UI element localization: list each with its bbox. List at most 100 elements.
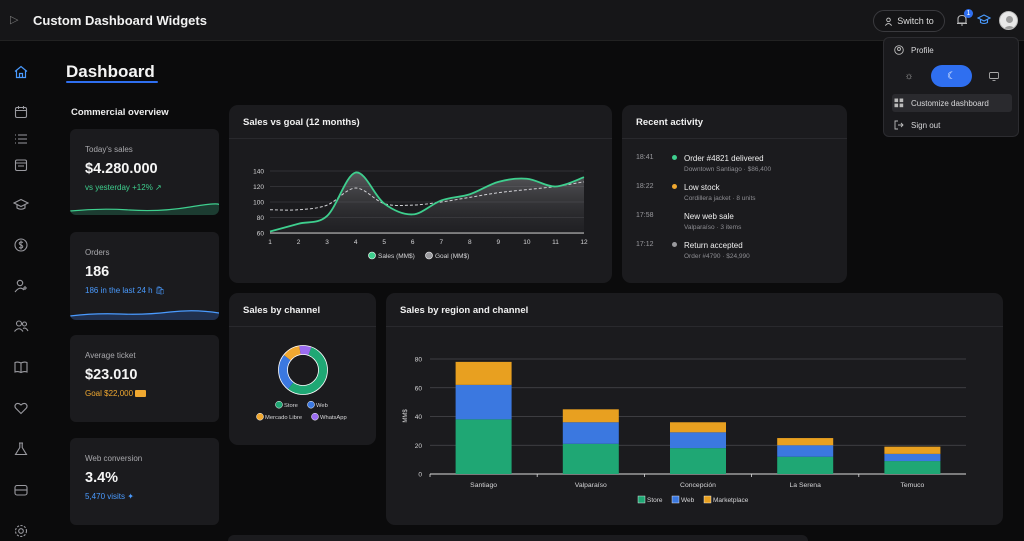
light-theme-button[interactable]: ☼ [892, 65, 926, 87]
system-theme-button[interactable] [978, 65, 1010, 87]
kpi-value: 186 [85, 264, 110, 280]
legend-label: Mercado Libre [265, 415, 302, 421]
bar-segment [455, 361, 512, 385]
ticket-icon [135, 390, 147, 398]
legend-swatch [275, 400, 283, 409]
kpi-card-todays-sales[interactable]: Today's sales $4.280.000 vs yesterday +1… [70, 129, 219, 215]
heart-icon[interactable] [13, 400, 29, 416]
x-tick-label: 1 [268, 239, 272, 246]
sales-by-channel-card: Sales by channel Store Web Mercado Libre Wh… [229, 293, 376, 445]
avatar[interactable] [999, 11, 1018, 30]
home-icon[interactable] [13, 64, 29, 80]
legend-swatch [703, 495, 712, 504]
kpi-label: Average ticket [85, 351, 136, 360]
user-plus-icon[interactable] [13, 278, 29, 294]
bar-segment [455, 384, 512, 420]
graduation-cap-icon[interactable] [977, 14, 991, 26]
archive-icon[interactable] [13, 482, 29, 498]
kpi-card-average-ticket[interactable]: Average ticket $23.010 Goal $22,000 [70, 335, 219, 422]
legend-swatch-goal [425, 251, 433, 260]
legend-swatch-sales [368, 251, 376, 260]
x-tick-label: 7 [439, 239, 443, 246]
sales-area [270, 172, 584, 233]
book-icon[interactable] [13, 359, 29, 375]
theme-switcher: ☼ ☾ [892, 65, 1010, 87]
card-title: Sales vs goal (12 months) [243, 117, 360, 128]
activity-sub: Cordillera jacket · 8 units [684, 195, 756, 202]
kpi-label: Today's sales [85, 145, 133, 154]
list-icon[interactable] [13, 131, 29, 147]
kpi-card-orders[interactable]: Orders 186 186 in the last 24 h 🛍 [70, 232, 219, 320]
bell-icon[interactable] [955, 13, 969, 27]
activity-sub: Order #4790 · $24,990 [684, 253, 750, 260]
y-tick-label: 20 [415, 443, 423, 450]
bar-segment [777, 445, 834, 457]
shopping-bag-icon: 🛍 [154, 286, 165, 295]
switch-to-label: Switch to [897, 16, 934, 26]
users-icon[interactable] [13, 318, 29, 334]
dollar-icon[interactable] [13, 237, 29, 253]
donut-slice [278, 354, 294, 390]
x-tick-label: 6 [411, 239, 415, 246]
activity-status-dot [672, 184, 677, 189]
customize-dashboard-menu-item[interactable]: Customize dashboard [892, 94, 1012, 112]
profile-menu-item[interactable]: Profile [892, 41, 1012, 59]
bar-segment [777, 456, 834, 474]
sun-icon: ☼ [904, 70, 914, 82]
bar-segment [777, 438, 834, 446]
legend-label: Marketplace [713, 497, 749, 504]
x-tick-label: 8 [468, 239, 472, 246]
sales-vs-goal-card: Sales vs goal (12 months) 60 80 100 120 140 1… [229, 105, 612, 283]
bar-segment [884, 446, 941, 454]
kpi-card-web-conversion[interactable]: Web conversion 3.4% 5,470 visits ✦ [70, 438, 219, 525]
legend-label-sales: Sales (MM$) [378, 253, 415, 260]
kpi-sparkline [70, 310, 219, 320]
activity-time: 18:41 [636, 154, 654, 161]
y-tick-label: 120 [253, 184, 264, 191]
sales-by-channel-donut: Store Web Mercado Libre WhatsApp [256, 345, 347, 421]
divider [386, 326, 1003, 327]
kpi-sub: 186 in the last 24 h 🛍 [85, 286, 165, 295]
calendar-check-icon[interactable] [13, 157, 29, 173]
y-tick-label: 80 [257, 215, 265, 222]
recent-activity-card: Recent activity 18:41 Order #4821 delive… [622, 105, 847, 283]
sales-line [269, 171, 585, 233]
x-tick-label: Santiago [470, 482, 497, 489]
graduation-cap-icon[interactable] [13, 197, 29, 213]
dark-theme-button[interactable]: ☾ [931, 65, 972, 87]
kpi-value: $4.280.000 [85, 161, 158, 177]
goal-line [269, 181, 585, 211]
x-tick-label: Valparaíso [575, 482, 607, 489]
kpi-label: Orders [85, 248, 110, 257]
sign-out-menu-item[interactable]: Sign out [892, 116, 1012, 134]
commercial-overview-label: Commercial overview [71, 107, 169, 118]
kpi-label: Web conversion [85, 454, 143, 463]
x-tick-label: Temuco [900, 482, 924, 489]
activity-sub: Valparaíso · 3 items [684, 224, 742, 231]
legend-swatch [256, 412, 264, 421]
sales-by-region-chart: 0 20 40 60 80 MM$ Santiago Valparaíso Concepción… [403, 357, 966, 504]
y-tick-label: 80 [415, 357, 423, 364]
x-tick-label: 10 [523, 239, 531, 246]
user-circle-icon [894, 45, 904, 55]
sign-out-label: Sign out [911, 120, 941, 130]
kpi-value: $23.010 [85, 367, 138, 383]
switch-to-button[interactable]: Switch to [873, 10, 945, 32]
activity-title: New web sale [684, 212, 734, 221]
kpi-sub: vs yesterday +12% ↗ [85, 183, 162, 192]
calendar-icon[interactable] [13, 104, 29, 120]
legend-label: Store [647, 497, 663, 504]
y-tick-label: 0 [418, 472, 422, 479]
activity-time: 18:22 [636, 183, 654, 190]
kpi-sparkline [70, 203, 219, 215]
legend-swatch [307, 400, 315, 409]
kpi-value: 3.4% [85, 470, 119, 486]
settings-icon[interactable] [13, 523, 29, 539]
monitor-icon [989, 71, 999, 81]
flask-icon[interactable] [13, 441, 29, 457]
sidebar-toggle-icon[interactable]: ▷ [10, 14, 19, 26]
activity-time: 17:12 [636, 241, 654, 248]
sales-by-region-card: Sales by region and channel 0 20 40 60 80 MM$… [386, 293, 1003, 525]
next-card-edge [228, 535, 808, 541]
